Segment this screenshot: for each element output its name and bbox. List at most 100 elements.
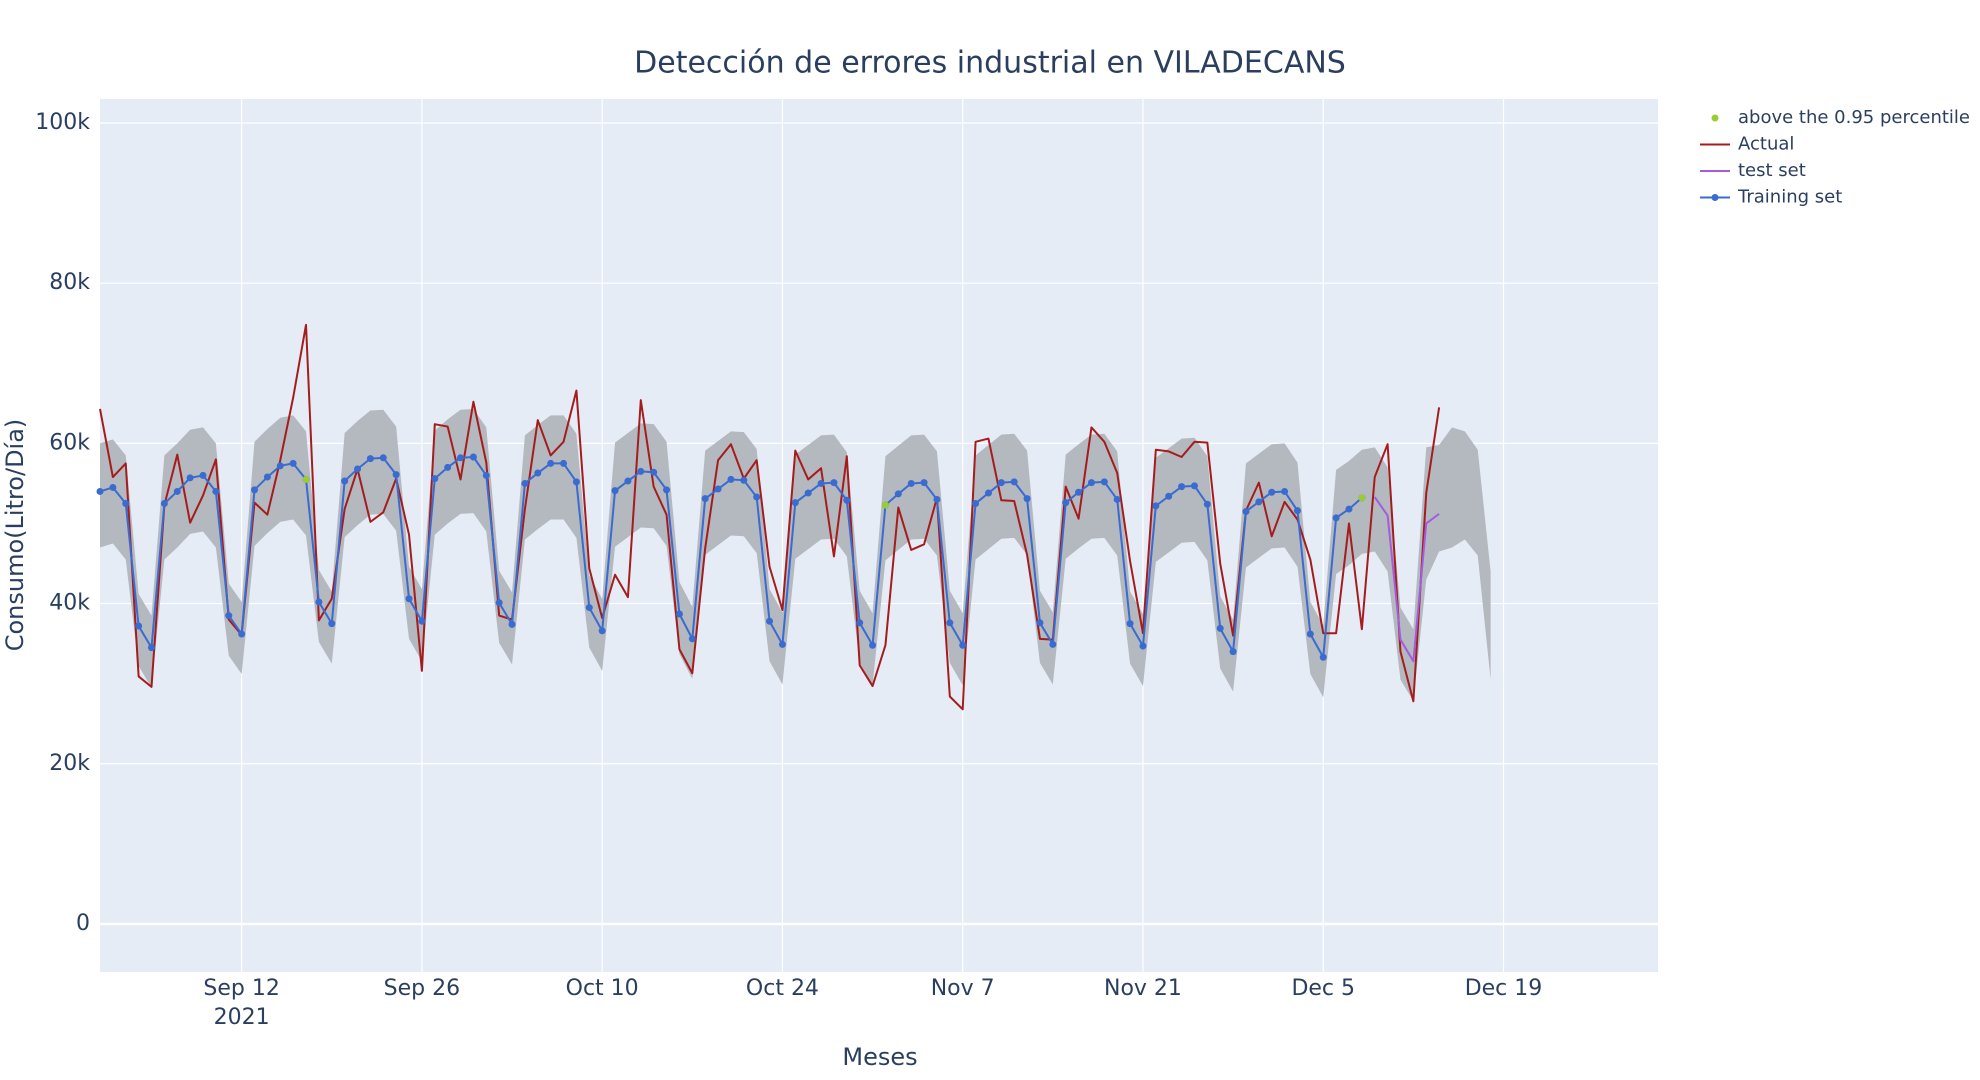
point <box>1049 640 1057 648</box>
point <box>959 641 967 649</box>
point <box>1152 502 1160 510</box>
point <box>560 459 568 467</box>
point <box>611 487 619 495</box>
point <box>1229 648 1237 656</box>
x-tick-label: Nov 21 <box>1104 976 1182 1001</box>
point <box>457 454 465 462</box>
point <box>1075 488 1083 496</box>
point <box>1126 620 1134 628</box>
point <box>585 604 593 612</box>
point <box>714 485 722 493</box>
point <box>315 598 323 606</box>
y-tick-label: 80k <box>49 270 90 295</box>
point <box>469 453 477 461</box>
y-tick-label: 20k <box>49 751 90 776</box>
point <box>238 630 246 638</box>
legend-text: Training set <box>1737 187 1842 208</box>
point <box>637 467 645 475</box>
point <box>1100 478 1108 486</box>
point <box>1113 495 1121 503</box>
point <box>701 495 709 503</box>
point <box>251 486 259 494</box>
point <box>1165 492 1173 500</box>
point <box>1190 482 1198 490</box>
y-tick-label: 60k <box>49 430 90 455</box>
y-axis-title: Consumo(Litro/Día) <box>1 419 29 652</box>
point <box>1062 499 1070 507</box>
point <box>199 471 207 479</box>
point <box>405 595 413 603</box>
point <box>1332 514 1340 522</box>
point <box>1358 494 1366 502</box>
point <box>109 483 117 491</box>
point <box>1268 488 1276 496</box>
x-tick-label: Oct 10 <box>566 976 639 1001</box>
point <box>1023 495 1031 503</box>
marks <box>96 323 1491 711</box>
point <box>920 479 928 487</box>
point <box>148 644 156 652</box>
point <box>804 489 812 497</box>
legend: above the 0.95 percentile Actual test set T… <box>1700 107 1970 208</box>
legend-marker <box>1711 194 1719 201</box>
point <box>1293 507 1301 515</box>
point <box>894 490 902 498</box>
x-tick-label: Oct 24 <box>746 976 819 1001</box>
point <box>431 475 439 483</box>
point <box>354 465 362 473</box>
point <box>366 455 374 463</box>
point <box>135 622 143 630</box>
legend-item[interactable]: above the 0.95 percentile <box>1711 107 1971 128</box>
point <box>96 487 104 495</box>
x-tick-label: Sep 26 <box>384 976 460 1001</box>
legend-item[interactable]: test set <box>1700 160 1806 181</box>
point <box>495 599 503 607</box>
point <box>791 499 799 507</box>
point <box>778 640 786 648</box>
series-line <box>99 323 1441 711</box>
point <box>753 493 761 501</box>
y-tick-label: 40k <box>49 591 90 616</box>
point <box>933 495 941 503</box>
labels: 0 20k 40k 60k 80k 100k Sep 12 2021 Sep 26 Oct 10 O… <box>35 110 1542 1030</box>
point <box>1306 630 1314 638</box>
point <box>972 499 980 507</box>
point <box>1242 507 1250 515</box>
legend-marker <box>1711 114 1719 122</box>
point <box>1345 505 1353 513</box>
point <box>225 612 233 620</box>
point <box>1203 500 1211 508</box>
series-line <box>1373 496 1440 663</box>
point <box>534 469 542 477</box>
point <box>843 496 851 504</box>
point <box>817 479 825 487</box>
point <box>276 462 284 470</box>
point <box>1087 479 1095 487</box>
point <box>1281 487 1289 495</box>
point <box>907 479 915 487</box>
point <box>830 479 838 487</box>
legend-item[interactable]: Training set <box>1700 187 1842 208</box>
point <box>186 474 194 482</box>
point <box>997 479 1005 487</box>
legend-item[interactable]: Actual <box>1700 134 1794 155</box>
point <box>547 459 555 467</box>
point <box>444 463 452 471</box>
point <box>418 617 426 625</box>
x-axis-title: Meses <box>842 1043 917 1071</box>
point <box>212 487 220 495</box>
point <box>727 475 735 483</box>
x-year-label: 2021 <box>214 1005 270 1030</box>
legend-text: test set <box>1738 160 1806 181</box>
x-tick-label: Dec 5 <box>1291 976 1355 1001</box>
point <box>122 499 130 507</box>
point <box>1036 619 1044 627</box>
point <box>675 610 683 618</box>
x-tick-label: Sep 12 <box>203 976 279 1001</box>
point <box>160 499 168 507</box>
point <box>392 471 400 479</box>
point <box>650 468 658 476</box>
point <box>379 454 387 462</box>
legend-text: above the 0.95 percentile <box>1738 107 1970 128</box>
